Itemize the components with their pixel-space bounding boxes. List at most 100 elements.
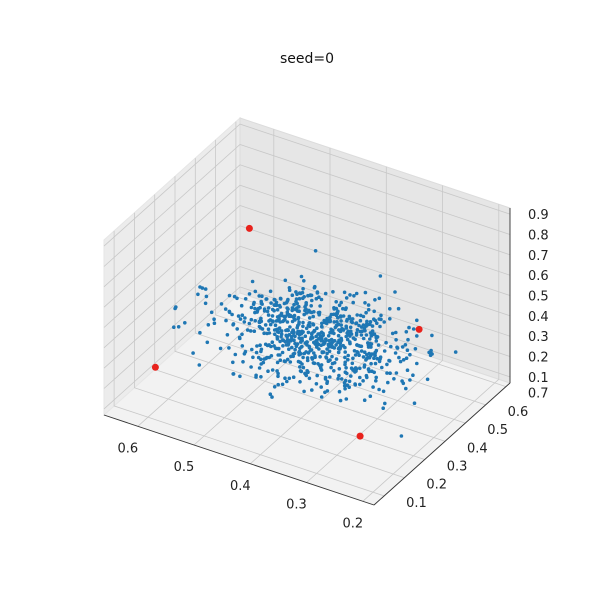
data-point <box>297 309 301 314</box>
data-point <box>299 274 304 279</box>
data-point <box>240 344 245 348</box>
y-grid-line <box>174 176 446 442</box>
data-point <box>345 337 350 342</box>
y-tick-label: 0.2 <box>426 478 447 493</box>
data-point <box>297 296 302 301</box>
data-point <box>275 369 279 373</box>
data-point <box>334 343 338 347</box>
data-point <box>253 289 258 294</box>
data-point <box>257 294 262 298</box>
data-point <box>355 350 359 354</box>
data-point <box>283 278 288 283</box>
data-point <box>248 329 253 333</box>
z-tick-label: 0.9 <box>528 208 549 223</box>
data-point <box>198 330 202 335</box>
data-point <box>365 375 369 380</box>
data-point <box>343 355 347 360</box>
data-point <box>343 362 347 367</box>
data-point <box>310 298 314 303</box>
data-point <box>300 362 304 366</box>
data-point <box>362 363 367 367</box>
z-grid-line <box>103 184 511 308</box>
data-point <box>371 332 375 337</box>
data-point <box>224 318 228 323</box>
data-point <box>380 365 384 370</box>
data-point <box>307 321 312 325</box>
data-point <box>255 310 259 314</box>
data-point <box>376 343 381 347</box>
data-point <box>375 321 379 326</box>
data-point <box>358 382 362 387</box>
data-point <box>318 304 322 308</box>
z-grid-line <box>103 123 511 247</box>
y-axis-line <box>373 382 511 506</box>
data-point <box>319 385 324 389</box>
data-point <box>313 354 317 358</box>
data-point <box>236 314 241 318</box>
data-point <box>310 388 314 392</box>
y-tick-label: 0.5 <box>487 423 508 438</box>
data-point <box>259 349 263 354</box>
data-point <box>327 338 331 343</box>
data-point <box>292 302 296 307</box>
data-point <box>328 375 332 379</box>
data-point <box>334 357 339 361</box>
data-point <box>307 308 311 313</box>
data-point <box>273 346 278 351</box>
data-point <box>344 296 349 300</box>
data-point <box>275 315 280 319</box>
data-point <box>267 343 271 347</box>
data-point <box>231 322 236 326</box>
data-point <box>305 343 309 347</box>
data-point <box>401 358 406 362</box>
data-point <box>332 307 337 311</box>
data-point <box>368 320 373 324</box>
data-point <box>285 320 290 324</box>
data-point <box>315 290 320 294</box>
data-point <box>316 310 321 315</box>
data-point <box>281 344 285 348</box>
data-point <box>238 374 242 379</box>
data-point <box>279 332 284 337</box>
data-point <box>399 434 404 438</box>
chart-title: seed=0 <box>280 51 334 67</box>
data-point <box>243 316 247 320</box>
data-point <box>319 297 324 302</box>
data-point <box>247 292 252 296</box>
data-point <box>354 291 359 296</box>
data-point <box>242 320 247 324</box>
data-point <box>258 305 262 310</box>
highlight-point <box>245 224 253 232</box>
data-point <box>318 355 322 359</box>
data-point <box>294 344 299 349</box>
data-point <box>345 317 350 322</box>
data-point <box>325 347 329 351</box>
data-point <box>183 321 187 325</box>
y-grid-line <box>215 139 486 406</box>
highlight-point <box>415 325 423 333</box>
data-point <box>323 291 328 296</box>
data-point <box>288 325 292 329</box>
data-point <box>256 355 261 360</box>
data-point <box>366 367 371 372</box>
data-point <box>252 300 256 305</box>
data-point <box>314 296 319 301</box>
data-point <box>338 329 343 334</box>
data-point <box>412 401 417 406</box>
data-point <box>336 350 341 355</box>
z-tick-label: 0.4 <box>528 310 549 325</box>
data-point <box>411 327 416 331</box>
data-point <box>240 313 245 318</box>
data-point <box>287 347 291 352</box>
data-point <box>324 338 328 343</box>
data-point <box>209 310 214 315</box>
data-point <box>276 353 281 357</box>
data-point <box>425 377 430 382</box>
data-point <box>299 369 304 374</box>
data-point <box>270 314 275 318</box>
data-point <box>325 379 330 384</box>
data-point <box>203 287 208 291</box>
data-point <box>369 361 373 366</box>
x-tick-label: 0.2 <box>342 516 363 531</box>
